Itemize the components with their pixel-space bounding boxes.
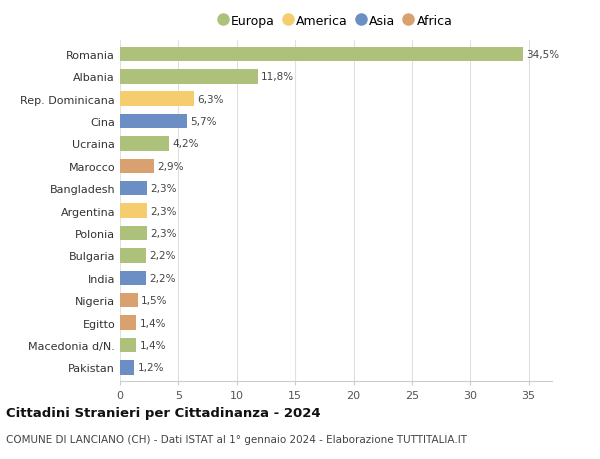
Text: 1,4%: 1,4% [140,340,166,350]
Text: Cittadini Stranieri per Cittadinanza - 2024: Cittadini Stranieri per Cittadinanza - 2… [6,406,320,419]
Text: 1,2%: 1,2% [137,363,164,373]
Bar [120,137,169,151]
Bar [120,360,134,375]
Bar [120,204,147,218]
Bar [120,293,137,308]
Bar [120,338,136,353]
Bar [120,47,523,62]
Text: 4,2%: 4,2% [173,139,199,149]
Text: 2,9%: 2,9% [157,162,184,172]
Text: 2,3%: 2,3% [151,184,177,194]
Text: 6,3%: 6,3% [197,95,224,104]
Bar [120,70,258,84]
Legend: Europa, America, Asia, Africa: Europa, America, Asia, Africa [220,15,452,28]
Bar [120,249,146,263]
Text: COMUNE DI LANCIANO (CH) - Dati ISTAT al 1° gennaio 2024 - Elaborazione TUTTITALI: COMUNE DI LANCIANO (CH) - Dati ISTAT al … [6,434,467,444]
Bar [120,114,187,129]
Text: 2,2%: 2,2% [149,273,176,283]
Text: 2,3%: 2,3% [151,206,177,216]
Text: 34,5%: 34,5% [526,50,559,60]
Text: 2,3%: 2,3% [151,229,177,239]
Text: 2,2%: 2,2% [149,251,176,261]
Bar [120,316,136,330]
Text: 1,5%: 1,5% [141,296,167,306]
Bar [120,92,194,106]
Text: 5,7%: 5,7% [190,117,217,127]
Bar [120,226,147,241]
Bar [120,159,154,174]
Bar [120,181,147,196]
Text: 11,8%: 11,8% [261,72,295,82]
Text: 1,4%: 1,4% [140,318,166,328]
Bar [120,271,146,285]
